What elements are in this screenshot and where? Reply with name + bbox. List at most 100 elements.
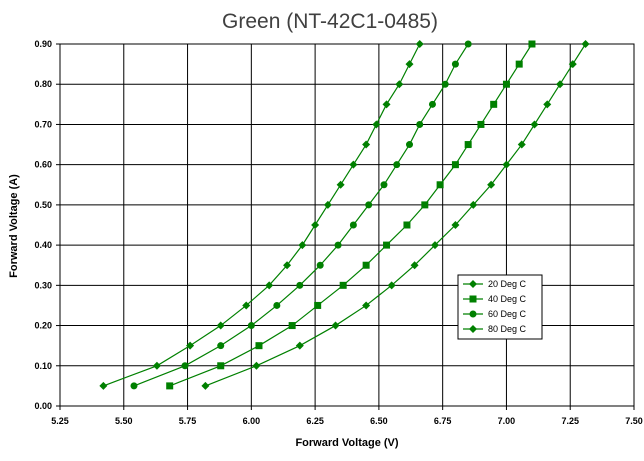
data-point xyxy=(298,241,307,250)
data-point xyxy=(403,221,411,229)
data-point xyxy=(336,180,345,189)
x-tick-label: 5.25 xyxy=(51,416,69,426)
data-point xyxy=(288,322,296,330)
series-layer xyxy=(99,40,590,390)
x-axis-label: Forward Voltage (V) xyxy=(295,437,398,449)
data-point xyxy=(464,40,472,48)
y-tick-label: 0.00 xyxy=(34,401,52,411)
data-point xyxy=(201,381,210,390)
series-3 xyxy=(130,40,472,390)
data-point xyxy=(283,261,292,270)
data-point xyxy=(316,261,324,269)
legend-item: 20 Deg C xyxy=(463,279,527,289)
y-tick-label: 0.30 xyxy=(34,280,52,290)
grid-lines xyxy=(59,43,635,407)
x-tick-label: 6.00 xyxy=(243,416,261,426)
data-point xyxy=(247,322,255,330)
data-point xyxy=(217,342,225,350)
legend-label: 20 Deg C xyxy=(488,279,527,289)
y-tick-label: 0.90 xyxy=(34,39,52,49)
data-point xyxy=(490,100,498,108)
legend-label: 40 Deg C xyxy=(488,294,527,304)
data-point xyxy=(581,40,590,48)
x-tick-label: 7.25 xyxy=(561,416,579,426)
data-point xyxy=(502,160,511,169)
data-point xyxy=(436,181,444,189)
data-point xyxy=(421,201,429,209)
data-point xyxy=(515,60,523,68)
data-point xyxy=(166,382,174,390)
y-tick-label: 0.60 xyxy=(34,160,52,170)
series-line xyxy=(103,43,421,387)
data-point xyxy=(252,361,261,370)
x-tick-label: 6.25 xyxy=(306,416,324,426)
data-point xyxy=(242,301,251,310)
legend: 20 Deg C 40 Deg C 60 Deg C 80 Deg C xyxy=(457,274,543,340)
data-point xyxy=(296,281,304,289)
chart-title: Green (NT-42C1-0485) xyxy=(222,10,438,33)
data-point xyxy=(349,221,357,229)
plot-border xyxy=(59,43,635,407)
y-axis-label: Forward Voltage (A) xyxy=(8,174,20,278)
data-point xyxy=(181,362,189,370)
data-point xyxy=(323,200,332,209)
data-point xyxy=(362,261,370,269)
data-point xyxy=(568,60,577,69)
data-point xyxy=(130,382,138,390)
data-point xyxy=(410,261,419,270)
data-point xyxy=(255,342,263,350)
data-point xyxy=(383,241,391,249)
data-point xyxy=(382,100,391,109)
legend-marker xyxy=(469,310,477,318)
y-tick-label: 0.40 xyxy=(34,240,52,250)
axes: 5.25 5.50 5.75 6.00 6.25 6.50 6.75 7.00 7.25 7.50… xyxy=(34,39,642,426)
data-point xyxy=(543,100,552,109)
data-point xyxy=(393,161,401,169)
legend-item: 80 Deg C xyxy=(463,324,527,334)
data-point xyxy=(311,221,320,229)
data-point xyxy=(469,200,478,209)
legend-item: 40 Deg C xyxy=(463,294,527,304)
data-point xyxy=(387,281,396,290)
data-point xyxy=(380,181,388,189)
data-point xyxy=(334,241,342,249)
x-tick-label: 7.00 xyxy=(498,416,516,426)
y-tick-label: 0.70 xyxy=(34,119,52,129)
data-point xyxy=(406,141,414,149)
data-point xyxy=(186,341,195,350)
legend-marker xyxy=(469,325,477,333)
x-tick-label: 5.50 xyxy=(115,416,133,426)
x-tick-label: 7.50 xyxy=(625,416,643,426)
series-2 xyxy=(166,40,536,390)
series-line xyxy=(205,43,587,387)
data-point xyxy=(372,120,381,129)
data-point xyxy=(295,341,304,350)
data-point xyxy=(530,120,539,129)
data-point xyxy=(395,80,404,89)
x-tick-label: 6.75 xyxy=(434,416,452,426)
data-point xyxy=(428,100,436,108)
legend-marker xyxy=(469,295,477,303)
data-point xyxy=(517,140,526,149)
data-point xyxy=(451,60,459,68)
data-point xyxy=(365,201,373,209)
series-line xyxy=(133,43,469,387)
y-tick-label: 0.20 xyxy=(34,321,52,331)
data-point xyxy=(216,321,225,330)
data-point xyxy=(416,120,424,128)
legend-marker xyxy=(469,280,477,288)
y-tick-label: 0.80 xyxy=(34,79,52,89)
data-point xyxy=(415,40,424,48)
data-point xyxy=(331,321,340,330)
data-point xyxy=(502,80,510,88)
data-point xyxy=(451,161,459,169)
data-point xyxy=(339,281,347,289)
series-1 xyxy=(99,40,424,390)
y-tick-label: 0.50 xyxy=(34,200,52,210)
data-point xyxy=(99,381,108,390)
data-point xyxy=(431,241,440,250)
data-point xyxy=(349,160,358,169)
data-point xyxy=(152,361,161,370)
data-point xyxy=(528,40,536,48)
data-point xyxy=(273,301,281,309)
